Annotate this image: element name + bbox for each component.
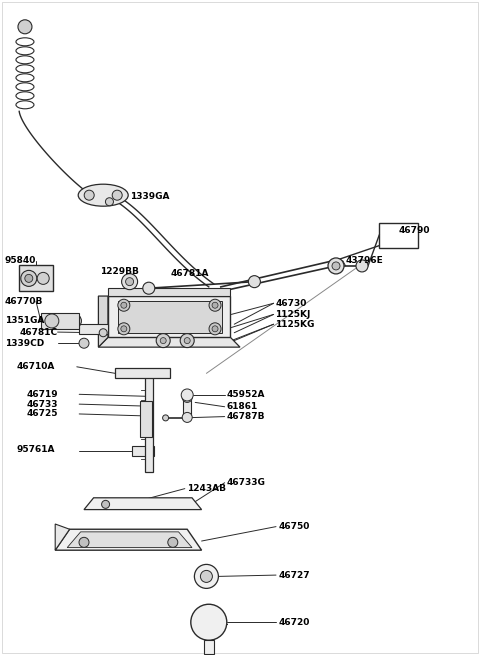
Circle shape <box>121 326 127 332</box>
Circle shape <box>191 605 227 640</box>
Text: 1243AB: 1243AB <box>187 484 226 493</box>
Ellipse shape <box>78 184 128 206</box>
Circle shape <box>356 260 368 272</box>
Polygon shape <box>55 529 202 550</box>
Circle shape <box>18 20 32 34</box>
Polygon shape <box>55 524 70 550</box>
Bar <box>379 223 418 248</box>
Circle shape <box>163 415 168 421</box>
Text: 46730: 46730 <box>276 299 307 308</box>
Polygon shape <box>79 324 108 334</box>
Circle shape <box>182 392 192 402</box>
Text: 1351GA: 1351GA <box>5 316 44 326</box>
Polygon shape <box>67 532 192 548</box>
Text: 1339CD: 1339CD <box>5 339 44 348</box>
Bar <box>183 398 191 417</box>
Circle shape <box>45 314 59 328</box>
Text: 46781A: 46781A <box>170 269 209 278</box>
Circle shape <box>201 571 212 582</box>
Text: 1339GA: 1339GA <box>130 192 169 201</box>
Circle shape <box>156 333 170 348</box>
Circle shape <box>21 271 37 286</box>
Text: 95761A: 95761A <box>17 445 55 454</box>
Circle shape <box>332 262 340 270</box>
Text: 46781C: 46781C <box>19 328 57 337</box>
Polygon shape <box>108 296 230 337</box>
Circle shape <box>194 565 218 588</box>
Circle shape <box>25 274 33 282</box>
Circle shape <box>84 190 94 200</box>
Polygon shape <box>204 640 214 654</box>
Text: 46725: 46725 <box>26 409 58 419</box>
Circle shape <box>168 537 178 548</box>
Circle shape <box>160 337 166 344</box>
Circle shape <box>99 329 107 337</box>
Text: 1125KJ: 1125KJ <box>276 310 311 319</box>
Circle shape <box>209 323 221 335</box>
Circle shape <box>184 337 190 344</box>
Circle shape <box>126 278 133 286</box>
Circle shape <box>181 389 193 401</box>
Circle shape <box>249 276 260 288</box>
Circle shape <box>106 198 113 206</box>
Circle shape <box>118 299 130 311</box>
Circle shape <box>121 274 138 290</box>
Polygon shape <box>98 296 108 347</box>
Circle shape <box>121 302 127 309</box>
Bar <box>145 373 153 472</box>
Circle shape <box>67 314 82 328</box>
Circle shape <box>37 272 49 284</box>
Circle shape <box>112 190 122 200</box>
Text: 1125KG: 1125KG <box>276 320 315 329</box>
Text: 95840: 95840 <box>5 256 36 265</box>
Text: 46710A: 46710A <box>17 362 55 371</box>
Text: 46733: 46733 <box>26 400 58 409</box>
Circle shape <box>212 302 218 309</box>
Text: 46719: 46719 <box>26 390 58 399</box>
Text: 46770B: 46770B <box>5 297 43 306</box>
Polygon shape <box>84 498 202 510</box>
Polygon shape <box>115 368 170 378</box>
Text: 61861: 61861 <box>227 402 258 411</box>
Text: 1229BB: 1229BB <box>100 267 139 276</box>
Polygon shape <box>108 288 230 296</box>
Polygon shape <box>19 265 53 291</box>
Bar <box>140 402 153 437</box>
Circle shape <box>182 413 192 422</box>
Bar <box>132 445 155 456</box>
Text: 46733G: 46733G <box>227 478 265 487</box>
Circle shape <box>209 299 221 311</box>
Polygon shape <box>118 301 222 333</box>
Circle shape <box>118 323 130 335</box>
Text: 46720: 46720 <box>278 618 310 627</box>
Text: 43796E: 43796E <box>346 256 384 265</box>
Circle shape <box>79 537 89 548</box>
Polygon shape <box>41 313 79 329</box>
Text: 46787B: 46787B <box>227 412 265 421</box>
Text: 46750: 46750 <box>278 522 310 531</box>
Text: 45952A: 45952A <box>227 390 265 400</box>
Circle shape <box>143 282 155 294</box>
Circle shape <box>212 326 218 332</box>
Circle shape <box>79 338 89 348</box>
Circle shape <box>102 500 109 508</box>
Circle shape <box>328 258 344 274</box>
Text: 46790: 46790 <box>398 226 430 235</box>
Circle shape <box>72 318 77 324</box>
Polygon shape <box>98 337 240 347</box>
Circle shape <box>180 333 194 348</box>
Text: 46727: 46727 <box>278 571 310 580</box>
